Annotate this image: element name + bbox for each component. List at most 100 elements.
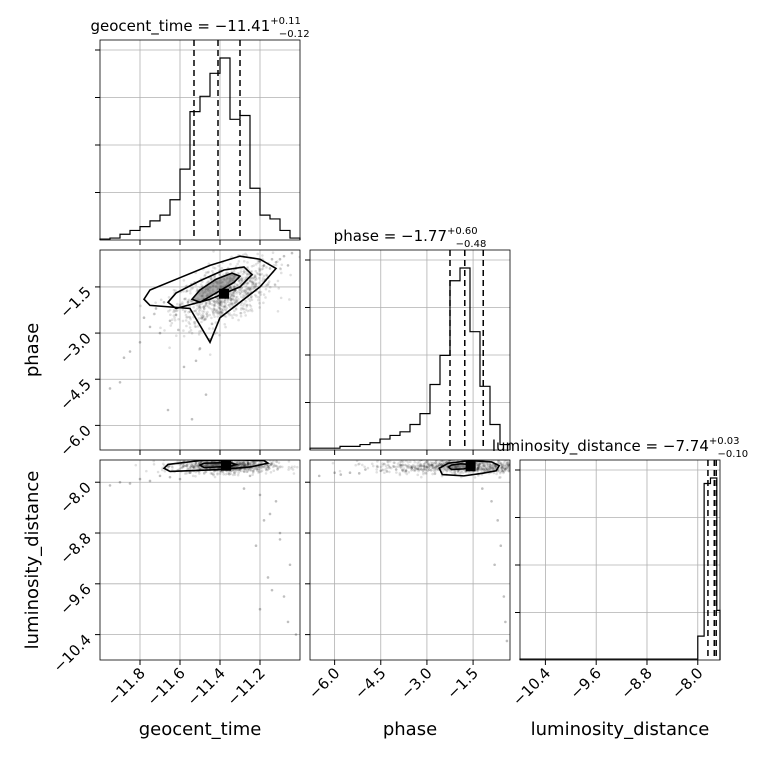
sample-point: [499, 456, 502, 459]
sample-point: [250, 287, 253, 290]
sample-point: [216, 312, 219, 315]
sample-point: [246, 287, 250, 290]
sample-point: [266, 576, 270, 579]
sample-point: [227, 304, 231, 307]
sample-point: [229, 298, 232, 302]
sample-point: [535, 464, 538, 467]
sample-point: [436, 464, 440, 468]
sample-point: [223, 298, 227, 302]
sample-point: [255, 271, 259, 275]
xlabel-luminosity-distance: luminosity_distance: [531, 719, 710, 740]
sample-point: [513, 464, 516, 467]
sample-point: [552, 462, 555, 465]
sample-point: [245, 292, 248, 296]
sample-point: [427, 465, 431, 469]
sample-point: [194, 461, 198, 465]
ylabel-luminosity-distance: luminosity_distance: [22, 471, 43, 650]
sample-point: [490, 465, 494, 469]
sample-point: [232, 298, 236, 302]
sample-point: [190, 299, 193, 303]
sample-point: [216, 310, 220, 314]
sample-point: [198, 461, 201, 465]
sample-point: [244, 285, 248, 288]
sample-point: [213, 455, 216, 458]
sample-point: [177, 317, 180, 321]
sample-point: [444, 465, 448, 468]
sample-point: [244, 294, 248, 297]
sample-point: [198, 460, 201, 464]
sample-point: [238, 288, 242, 292]
sample-point: [434, 465, 437, 469]
sample-point: [138, 341, 142, 344]
sample-point: [590, 467, 593, 470]
sample-point: [250, 298, 254, 302]
sample-point: [257, 467, 261, 471]
sample-point: [422, 467, 426, 471]
sample-point: [242, 259, 246, 263]
sample-point: [272, 464, 276, 468]
sample-point: [264, 284, 268, 287]
sample-point: [185, 471, 188, 475]
sample-point: [257, 276, 261, 280]
sample-point: [184, 319, 188, 322]
sample-point: [232, 292, 236, 296]
sample-point: [232, 291, 236, 294]
sample-point: [477, 467, 481, 471]
sample-point: [244, 289, 248, 293]
sample-point: [476, 466, 480, 470]
sample-point: [254, 269, 258, 273]
sample-point: [250, 264, 254, 268]
sample-point: [233, 301, 237, 305]
sample-point: [419, 464, 422, 468]
sample-point: [557, 467, 560, 470]
sample-point: [229, 302, 233, 306]
sample-point: [235, 300, 239, 303]
sample-point: [200, 467, 203, 470]
sample-point: [198, 305, 202, 308]
sample-point: [402, 460, 405, 464]
sample-point: [491, 467, 494, 470]
sample-point: [507, 463, 510, 467]
sample-point: [481, 467, 485, 471]
sample-point: [262, 264, 266, 268]
sample-point: [499, 544, 503, 548]
sample-point: [433, 472, 437, 475]
sample-point: [401, 463, 404, 467]
sample-point: [215, 299, 219, 303]
sample-point: [182, 365, 186, 369]
sample-point: [405, 464, 409, 468]
sample-point: [257, 267, 261, 270]
sample-point: [194, 470, 198, 474]
sample-point: [449, 470, 452, 473]
sample-point: [254, 284, 258, 287]
sample-point: [381, 464, 384, 467]
sample-point: [355, 460, 359, 463]
sample-point: [489, 464, 493, 468]
sample-point: [245, 272, 249, 275]
sample-point: [215, 455, 218, 458]
sample-point: [192, 309, 195, 313]
sample-point: [502, 461, 506, 464]
sample-point: [479, 468, 482, 471]
sample-point: [265, 469, 268, 472]
sample-point: [197, 309, 201, 313]
sample-point: [544, 455, 547, 458]
sample-point: [215, 331, 218, 335]
sample-point: [539, 463, 542, 466]
sample-point: [543, 468, 546, 471]
sample-point: [517, 471, 520, 474]
sample-point: [248, 287, 251, 291]
sample-point: [252, 276, 256, 279]
sample-point: [425, 465, 429, 468]
sample-point: [261, 465, 265, 469]
sample-point: [427, 463, 431, 466]
sample-point: [236, 262, 239, 266]
sample-point: [511, 465, 514, 468]
sample-point: [220, 311, 224, 315]
sample-point: [216, 472, 219, 475]
sample-point: [486, 463, 489, 466]
sample-point: [118, 381, 122, 384]
sample-point: [216, 315, 219, 318]
sample-point: [530, 466, 533, 469]
sample-point: [269, 470, 273, 474]
